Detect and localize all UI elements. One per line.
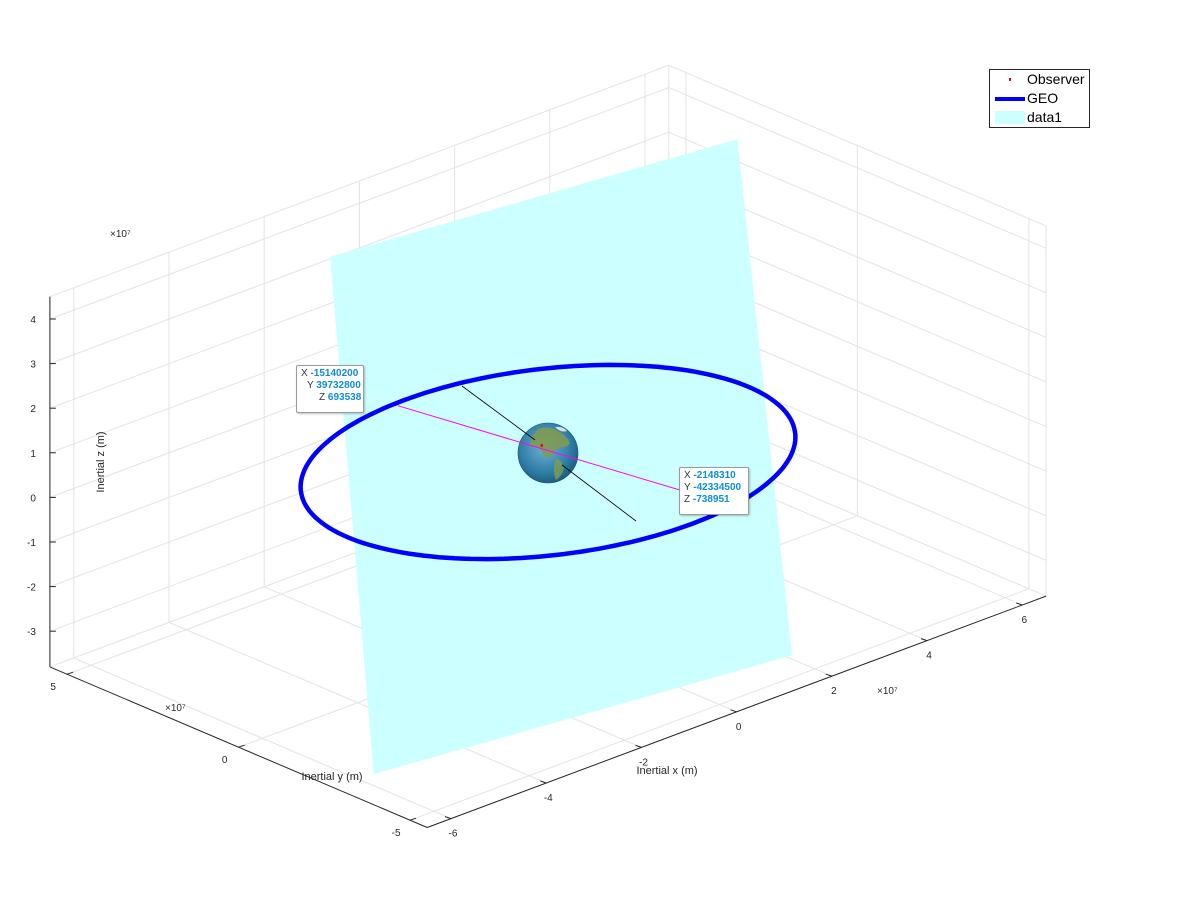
z-tick-label: 0 [30, 493, 36, 504]
legend-patch-icon [995, 111, 1025, 124]
legend-item-observer[interactable]: Observer [990, 70, 1089, 89]
x-tick [920, 638, 928, 642]
y-tick-label: 0 [222, 755, 228, 766]
sightline-2 [561, 464, 637, 522]
legend-point-icon [1009, 78, 1011, 81]
y-axis-line [49, 666, 428, 828]
x-tick-label: -6 [449, 829, 458, 840]
x-tick-label: 0 [736, 722, 742, 733]
sightline-1 [461, 385, 536, 441]
x-axis-label: Inertial x (m) [636, 765, 697, 777]
grid-line [49, 131, 669, 365]
y-tick-label: -5 [392, 828, 401, 839]
x-tick-label: 4 [926, 651, 932, 662]
legend-label: GEO [1027, 90, 1059, 106]
z-axis-label: Inertial z (m) [95, 431, 107, 492]
magenta-line [397, 405, 729, 505]
datatip-y: 39732800 [316, 380, 361, 391]
x-axis-line [427, 595, 1047, 828]
grid-line [409, 588, 1030, 821]
grid-line [49, 87, 669, 320]
x-tick [730, 709, 737, 713]
legend-label: Observer [1027, 71, 1085, 87]
x-tick-label: -2 [639, 757, 648, 768]
grid-line [49, 64, 669, 298]
datatip-1[interactable]: X -15140200 Y 39732800 Z 693538 [296, 365, 364, 413]
legend[interactable]: Observer GEO data1 [989, 69, 1090, 128]
legend-item-geo[interactable]: GEO [990, 89, 1089, 108]
z-exponent: ×10⁷ [110, 229, 131, 240]
y-exponent: ×10⁷ [165, 703, 186, 714]
x-tick-label: 6 [1022, 615, 1028, 626]
z-tick-label: -1 [27, 538, 36, 549]
datatip-2[interactable]: X -2148310 Y -42334500 Z -738951 [679, 467, 749, 515]
y-tick [409, 817, 417, 821]
x-tick [1016, 602, 1023, 606]
datatip-z: 693538 [327, 392, 362, 403]
x-tick [635, 744, 642, 748]
y-tick-label: 5 [50, 682, 56, 693]
x-tick [540, 780, 547, 784]
datatip-x: -2148310 [693, 470, 736, 481]
legend-line-icon [995, 97, 1025, 101]
observer-marker [540, 444, 543, 447]
datatip-z: -738951 [692, 494, 730, 505]
y-tick [238, 744, 245, 748]
datatip-x: -15140200 [310, 368, 359, 379]
x-exponent: ×10⁷ [877, 686, 898, 697]
y-tick [66, 671, 74, 675]
y-axis-label: Inertial y (m) [301, 771, 362, 783]
z-tick-label: 3 [30, 360, 36, 371]
legend-label: data1 [1027, 109, 1063, 125]
x-tick [825, 673, 833, 677]
z-tick-label: -3 [27, 627, 36, 638]
geo-orbit [298, 362, 798, 562]
x-tick [444, 816, 452, 820]
geo-orbit-line [298, 362, 798, 562]
grid-line [668, 87, 1047, 249]
z-tick-label: -2 [27, 583, 36, 594]
legend-item-data1[interactable]: data1 [990, 108, 1089, 127]
datatip-y: -42334500 [693, 482, 742, 493]
z-tick-label: 2 [30, 404, 36, 415]
grid-line [668, 64, 1047, 227]
z-tick-label: 1 [30, 449, 36, 460]
earth-globe-icon [517, 422, 579, 484]
x-tick-label: 2 [831, 686, 837, 697]
tick-labels: -6 -4 -2 0 2 4 6 -5 0 5 -3 -2 -1 0 1 2 3 4 [27, 315, 1028, 840]
z-tick-label: 4 [30, 315, 36, 326]
x-tick-label: -4 [544, 793, 553, 804]
lines-of-sight [397, 385, 729, 522]
observer-point [540, 444, 543, 447]
axes-box [49, 296, 1047, 828]
